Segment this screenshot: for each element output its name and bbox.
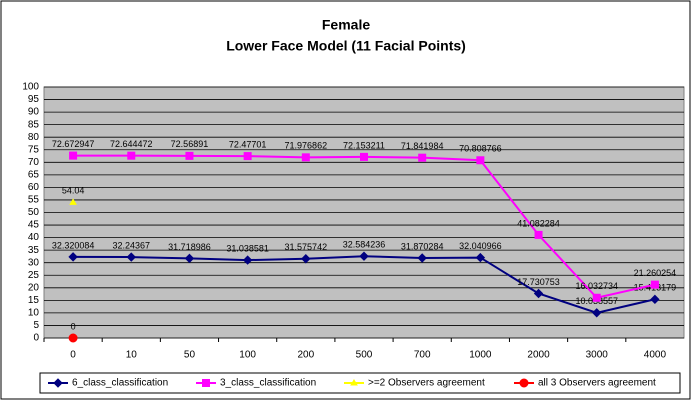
x-tick-label: 2000 bbox=[527, 350, 550, 361]
legend-marker bbox=[202, 379, 210, 387]
y-tick-label: 5 bbox=[33, 320, 39, 331]
data-point bbox=[417, 253, 427, 263]
y-tick-label: 0 bbox=[33, 333, 39, 344]
data-label: 72.153211 bbox=[343, 140, 385, 150]
data-label: 32.320084 bbox=[52, 240, 95, 250]
y-tick-label: 60 bbox=[28, 182, 40, 193]
y-tick-label: 80 bbox=[28, 132, 40, 143]
data-point bbox=[243, 152, 252, 161]
y-tick-label: 90 bbox=[28, 107, 40, 118]
data-point bbox=[418, 153, 427, 162]
data-point bbox=[359, 251, 369, 261]
data-label: 70.808766 bbox=[459, 144, 502, 154]
data-label: 72.644472 bbox=[110, 139, 153, 149]
y-tick-label: 25 bbox=[28, 270, 40, 281]
data-point bbox=[242, 255, 253, 265]
y-tick-label: 55 bbox=[28, 195, 40, 206]
y-tick-label: 95 bbox=[28, 94, 40, 105]
data-point bbox=[127, 151, 136, 160]
data-point bbox=[533, 288, 544, 299]
data-point bbox=[68, 333, 78, 343]
data-point bbox=[476, 156, 485, 165]
legend-label: 3_class_classification bbox=[220, 378, 316, 389]
y-tick-label: 10 bbox=[28, 308, 40, 319]
x-tick-label: 3000 bbox=[586, 350, 609, 361]
data-label: 31.870284 bbox=[401, 241, 444, 251]
x-tick-label: 0 bbox=[70, 350, 76, 361]
data-point bbox=[360, 152, 368, 161]
legend-marker bbox=[519, 378, 529, 388]
x-tick-label: 200 bbox=[297, 350, 314, 361]
data-point bbox=[475, 252, 486, 263]
y-tick-label: 45 bbox=[28, 220, 40, 231]
data-point bbox=[68, 252, 78, 262]
y-tick-label: 35 bbox=[28, 245, 40, 256]
data-label: 21.260254 bbox=[634, 268, 677, 278]
data-label: 31.575742 bbox=[285, 242, 328, 252]
y-tick-label: 40 bbox=[28, 232, 40, 243]
data-label: 32.040966 bbox=[459, 241, 502, 251]
data-label: 54.04 bbox=[62, 186, 85, 196]
x-tick-label: 100 bbox=[239, 350, 256, 361]
data-label: 72.47701 bbox=[229, 139, 267, 149]
x-tick-label: 500 bbox=[356, 350, 373, 361]
chart-title: Female bbox=[322, 17, 370, 33]
y-tick-label: 70 bbox=[28, 157, 40, 168]
data-point bbox=[301, 153, 310, 162]
y-tick-label: 50 bbox=[28, 207, 40, 218]
data-label: 32.24367 bbox=[112, 240, 150, 250]
chart-subtitle: Lower Face Model (11 Facial Points) bbox=[226, 38, 466, 54]
y-tick-label: 75 bbox=[28, 144, 40, 155]
legend-marker bbox=[53, 378, 63, 388]
data-label: 16.032734 bbox=[575, 281, 618, 291]
data-point bbox=[69, 198, 77, 205]
y-tick-label: 65 bbox=[28, 169, 40, 180]
data-label: 32.584236 bbox=[343, 240, 386, 250]
y-tick-label: 85 bbox=[28, 119, 40, 130]
data-label: 31.038581 bbox=[226, 243, 269, 253]
data-label: 17.730753 bbox=[517, 277, 560, 287]
data-label: 72.56891 bbox=[171, 139, 209, 149]
y-tick-label: 100 bbox=[22, 82, 39, 93]
data-point bbox=[592, 308, 602, 318]
data-label: 71.976862 bbox=[285, 141, 328, 151]
data-point bbox=[69, 151, 78, 160]
data-label: 72.672947 bbox=[52, 139, 95, 149]
y-tick-label: 20 bbox=[28, 282, 40, 293]
data-point bbox=[126, 252, 136, 262]
data-label: 71.841984 bbox=[401, 141, 444, 151]
data-point bbox=[592, 293, 601, 302]
x-tick-label: 1000 bbox=[469, 350, 492, 361]
y-tick-label: 15 bbox=[28, 295, 40, 306]
data-point bbox=[185, 151, 194, 160]
legend-label: 6_class_classification bbox=[72, 378, 168, 389]
x-tick-label: 4000 bbox=[644, 350, 667, 361]
legend-label: all 3 Observers agreement bbox=[538, 378, 656, 389]
legend-marker bbox=[350, 379, 358, 386]
data-point bbox=[184, 253, 195, 264]
y-tick-label: 30 bbox=[28, 257, 40, 268]
data-label: 31.718986 bbox=[168, 242, 211, 252]
data-label: 41.082284 bbox=[517, 218, 560, 228]
data-point bbox=[650, 294, 660, 305]
legend-label: >=2 Observers agreement bbox=[368, 378, 485, 389]
x-tick-label: 50 bbox=[184, 350, 196, 361]
data-point bbox=[534, 230, 543, 239]
data-point bbox=[650, 280, 659, 289]
data-label: 0 bbox=[71, 321, 76, 331]
x-tick-label: 700 bbox=[414, 350, 431, 361]
x-tick-label: 10 bbox=[126, 350, 138, 361]
data-point bbox=[301, 254, 311, 264]
